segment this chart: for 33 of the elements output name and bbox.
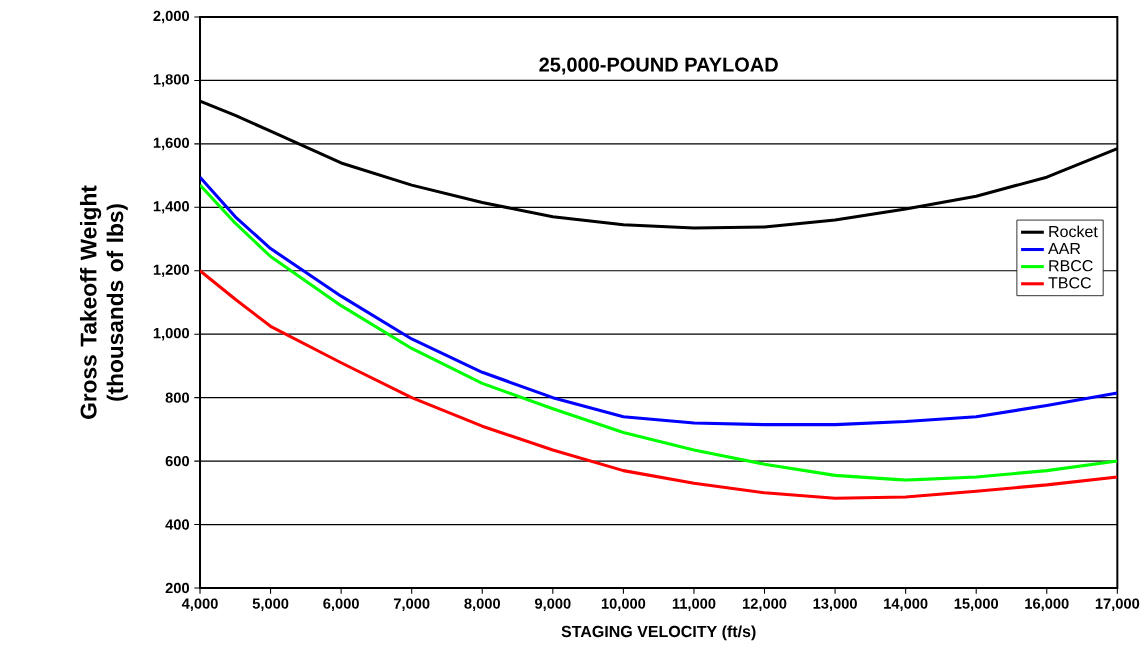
- y-tick-label: 1,800: [153, 74, 189, 87]
- legend-label: Rocket: [1049, 225, 1098, 238]
- legend-label: TBCC: [1048, 277, 1091, 289]
- y-tick-label: 200: [165, 582, 189, 594]
- x-tick-label: 12,000: [743, 598, 787, 611]
- x-tick-label: 7,000: [393, 598, 430, 611]
- y-tick-label: 1,000: [153, 327, 189, 341]
- y-axis-title: Gross Takeoff Weight (thousands of lbs): [79, 185, 128, 419]
- x-tick-label: 13,000: [813, 598, 857, 611]
- x-tick-label: 14,000: [884, 598, 928, 611]
- legend-label: AAR: [1048, 243, 1081, 255]
- text: 25,000-POUND PAYLOAD: [539, 57, 778, 75]
- x-tick-label: 8,000: [464, 598, 500, 611]
- x-tick-label: 10,000: [601, 598, 646, 611]
- x-tick-label: 16,000: [1025, 598, 1069, 611]
- x-tick-label: 4,000: [181, 598, 218, 611]
- x-tick-label: 5,000: [252, 598, 289, 611]
- x-tick-label: 15,000: [954, 598, 999, 611]
- x-tick-label: 9,000: [534, 598, 571, 611]
- x-tick-label: 11,000: [672, 598, 716, 611]
- line-series: [200, 175, 1118, 427]
- y-tick-label: 600: [165, 455, 189, 467]
- y-tick-label: 1,600: [153, 137, 189, 151]
- y-tick-label: 2,000: [153, 10, 189, 24]
- x-axis-title: STAGING VELOCITY (ft/s): [561, 625, 756, 641]
- y-tick-label: 800: [165, 392, 189, 403]
- legend-label: RBCC: [1049, 260, 1093, 272]
- y-tick-label: 1,400: [153, 201, 189, 214]
- x-tick-label: 6,000: [323, 598, 359, 611]
- y-tick-label: 400: [165, 519, 189, 530]
- line-series: [200, 183, 1118, 482]
- x-tick-label: 17,000: [1095, 598, 1140, 611]
- y-tick-label: 1,200: [153, 264, 189, 278]
